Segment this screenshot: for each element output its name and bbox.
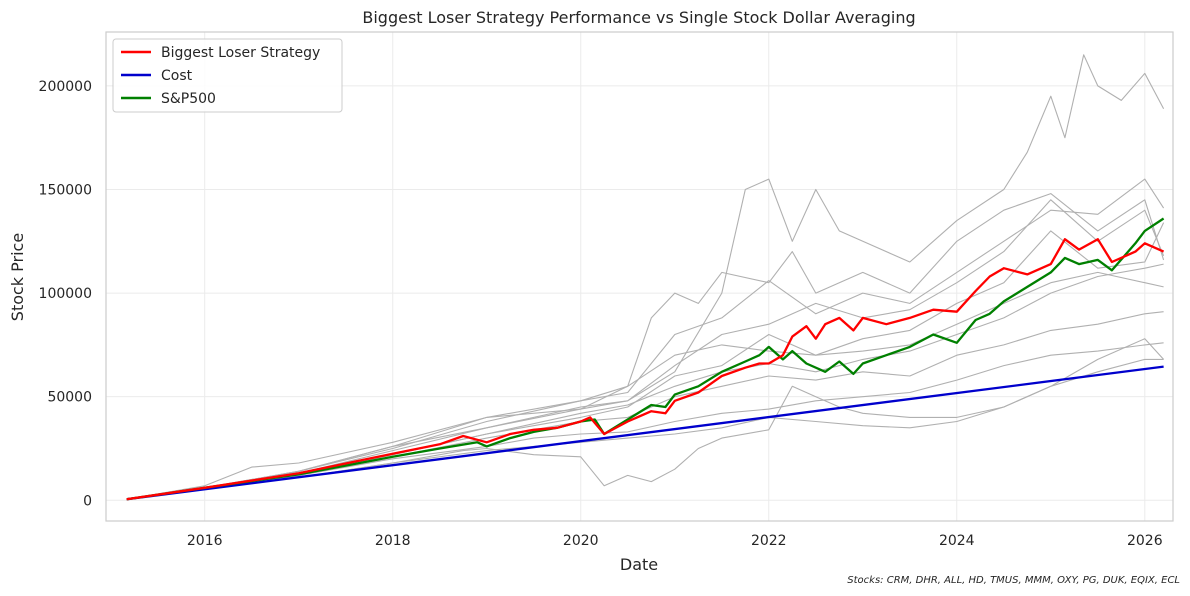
- grid: [106, 32, 1173, 521]
- plot-frame: [105, 31, 1174, 522]
- x-tick-label: 2026: [1127, 533, 1163, 549]
- plot-background: [106, 32, 1173, 521]
- x-tick-label: 2018: [375, 533, 411, 549]
- y-tick-label: 50000: [47, 390, 92, 406]
- legend-label-strategy: Biggest Loser Strategy: [161, 45, 320, 61]
- y-axis-label: Stock Price: [8, 233, 27, 321]
- main-lines: [126, 217, 1165, 501]
- legend-label-cost: Cost: [161, 68, 193, 84]
- stock-line-4: [126, 193, 1165, 500]
- stock-line-7: [126, 222, 1165, 500]
- series-line-strategy: [126, 238, 1165, 501]
- legend: Biggest Loser Strategy Cost S&P500: [112, 38, 343, 113]
- x-tick-label: 2022: [751, 533, 787, 549]
- chart-title: Biggest Loser Strategy Performance vs Si…: [362, 8, 915, 27]
- y-tick-label: 0: [83, 493, 92, 509]
- y-tick-label: 200000: [39, 79, 92, 95]
- stock-line-6: [126, 199, 1165, 500]
- x-axis-label: Date: [620, 555, 658, 574]
- x-tick-label: 2020: [563, 533, 599, 549]
- stock-line-11: [126, 338, 1165, 500]
- y-tick-labels: 0 50000 100000 150000 200000: [39, 79, 92, 509]
- x-tick-labels: 2016 2018 2020 2022 2024 2026: [187, 533, 1163, 549]
- stock-line-10: [126, 342, 1164, 500]
- series-line-cost: [126, 365, 1164, 501]
- stocks-footnote: Stocks: CRM, DHR, ALL, HD, TMUS, MMM, OX…: [847, 575, 1180, 586]
- stock-line-5: [126, 178, 1165, 500]
- legend-box: [112, 38, 343, 113]
- y-tick-label: 150000: [39, 182, 92, 198]
- legend-label-sp500: S&P500: [161, 91, 216, 107]
- x-tick-label: 2024: [939, 533, 975, 549]
- x-tick-label: 2016: [187, 533, 223, 549]
- series-line-sp500: [126, 217, 1165, 501]
- y-tick-label: 100000: [39, 286, 92, 302]
- stock-line-12: [126, 358, 1164, 500]
